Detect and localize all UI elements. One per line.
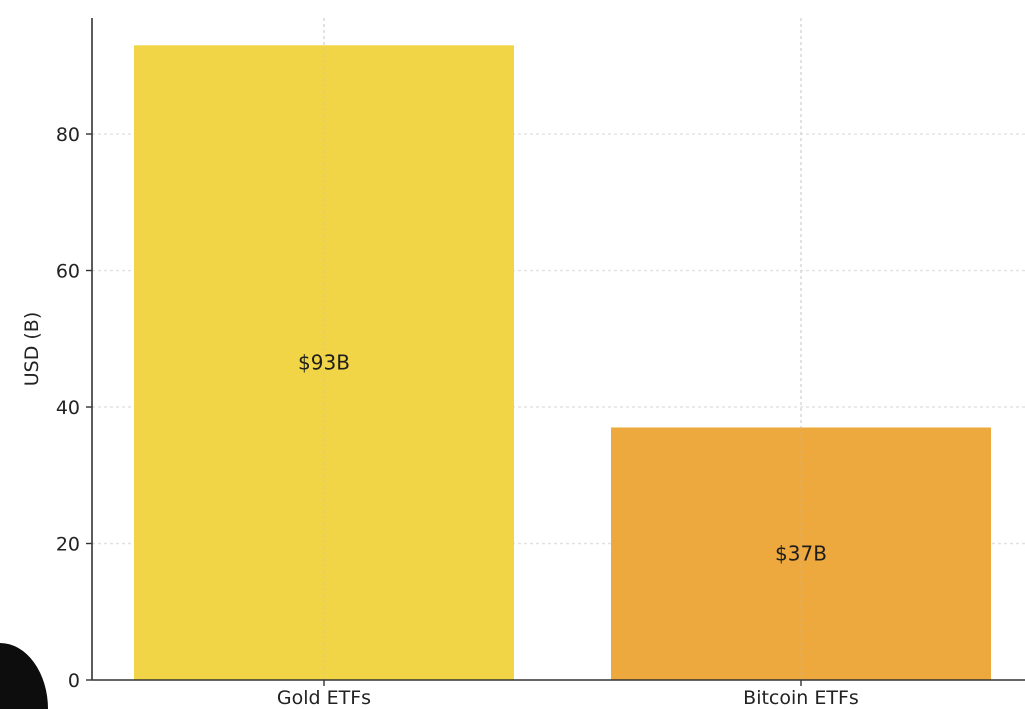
axes [86, 18, 1025, 686]
bar-bitcoin-etfs [611, 427, 991, 680]
x-tick-label-gold-etfs: Gold ETFs [277, 687, 371, 709]
y-tick-label-40: 40 [56, 397, 80, 419]
bars [134, 18, 991, 681]
data-label-bitcoin-etfs: $37B [775, 542, 827, 566]
y-tick-label-0: 0 [68, 670, 80, 692]
x-tick-label-bitcoin-etfs: Bitcoin ETFs [743, 687, 859, 709]
y-tick-label-80: 80 [56, 124, 80, 146]
data-label-gold-etfs: $93B [298, 351, 350, 375]
y-axis-label: USD (B) [21, 312, 43, 387]
bar-gold-etfs [134, 45, 514, 681]
y-tick-label-60: 60 [56, 261, 80, 283]
labels: 0 20 40 60 80 Gold ETFs Bitcoin ETFs $93B $37B US… [21, 124, 859, 709]
y-tick-label-20: 20 [56, 534, 80, 556]
